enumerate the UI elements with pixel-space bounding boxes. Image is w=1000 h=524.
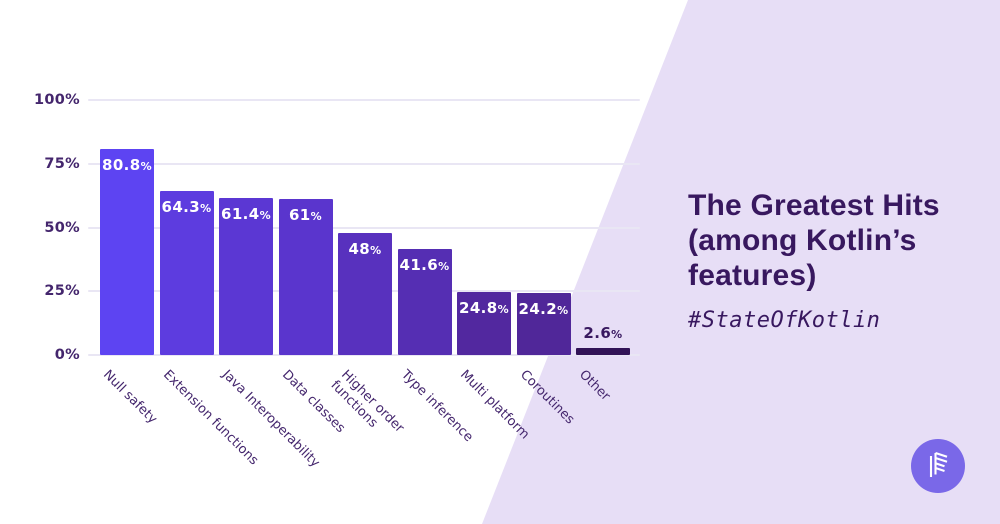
gridline (88, 162, 640, 165)
x-category-label: Other (576, 367, 613, 405)
x-category-label: Null safety (100, 367, 160, 427)
gridline (88, 226, 640, 229)
bar (516, 293, 571, 355)
x-category-label: Higher order functions (327, 367, 407, 436)
bar-value-label: 61% (288, 206, 323, 225)
hashtag-subtitle: #StateOfKotlin (688, 308, 881, 333)
page-title: The Greatest Hits (among Kotlin’s featur… (688, 189, 940, 292)
bar (278, 199, 333, 355)
bar (219, 198, 273, 355)
title-panel: The Greatest Hits (among Kotlin’s featur… (688, 188, 966, 333)
y-tick-label: 100% (34, 92, 80, 108)
bar-value-label: 61.4% (220, 205, 272, 224)
bar (100, 148, 154, 355)
bar (338, 232, 392, 355)
bar (457, 291, 511, 355)
bar-value-label: 24.2% (518, 300, 569, 319)
brand-logo (911, 439, 965, 493)
bar-value-label: 41.6% (399, 255, 450, 274)
bar-value-label: 64.3% (161, 198, 212, 217)
x-category-label: Coroutines (516, 367, 577, 428)
bar-value-label: 2.6% (583, 324, 623, 343)
bar-value-label: 80.8% (101, 155, 153, 174)
bar (159, 191, 214, 355)
y-tick-label: 50% (44, 219, 80, 236)
y-tick-label: 25% (44, 283, 80, 300)
bar-value-label: 48% (348, 239, 382, 258)
bar-value-label: 24.8% (458, 298, 510, 317)
gridline (88, 354, 640, 356)
y-tick-label: 0% (54, 347, 80, 363)
bar (397, 248, 452, 355)
brand-logo-icon (911, 439, 965, 493)
gridline (88, 99, 640, 101)
y-tick-label: 75% (44, 155, 80, 172)
bar (576, 348, 630, 355)
